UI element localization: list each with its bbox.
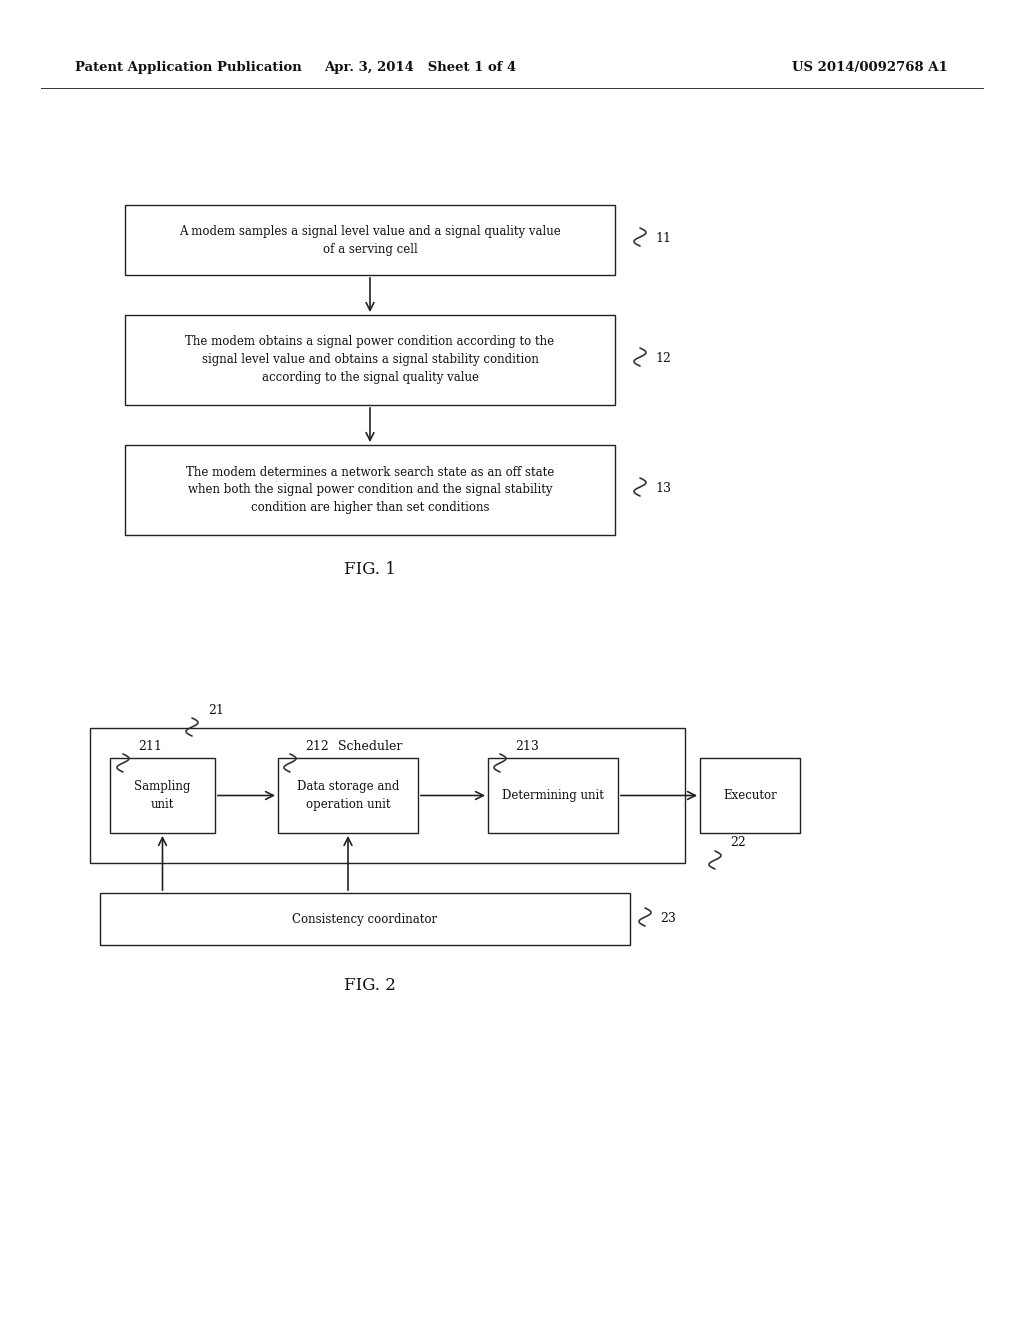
Text: 21: 21 (208, 704, 224, 717)
Text: Sampling
unit: Sampling unit (134, 780, 190, 810)
Text: 211: 211 (138, 739, 162, 752)
Text: The modem obtains a signal power condition according to the
signal level value a: The modem obtains a signal power conditi… (185, 335, 555, 384)
Text: US 2014/0092768 A1: US 2014/0092768 A1 (793, 62, 948, 74)
Text: 213: 213 (515, 739, 539, 752)
Bar (278, 758, 418, 833)
Bar (700, 758, 800, 833)
Text: Patent Application Publication: Patent Application Publication (75, 62, 302, 74)
Bar (125, 205, 615, 275)
Text: Determining unit: Determining unit (502, 789, 604, 803)
Text: 13: 13 (655, 482, 671, 495)
Text: 212: 212 (305, 739, 329, 752)
Bar (100, 894, 630, 945)
Text: Scheduler: Scheduler (338, 741, 402, 752)
Text: 12: 12 (655, 351, 671, 364)
Text: FIG. 2: FIG. 2 (344, 977, 396, 994)
Bar (125, 315, 615, 405)
Text: A modem samples a signal level value and a signal quality value
of a serving cel: A modem samples a signal level value and… (179, 224, 561, 256)
Text: 11: 11 (655, 231, 671, 244)
Bar (125, 445, 615, 535)
Bar (488, 758, 618, 833)
Text: The modem determines a network search state as an off state
when both the signal: The modem determines a network search st… (186, 466, 554, 515)
Text: Consistency coordinator: Consistency coordinator (293, 912, 437, 925)
Text: 22: 22 (730, 837, 745, 850)
Text: FIG. 1: FIG. 1 (344, 561, 396, 578)
Text: Apr. 3, 2014   Sheet 1 of 4: Apr. 3, 2014 Sheet 1 of 4 (324, 62, 516, 74)
Text: Executor: Executor (723, 789, 777, 803)
Text: Data storage and
operation unit: Data storage and operation unit (297, 780, 399, 810)
Bar (90, 729, 685, 863)
Bar (110, 758, 215, 833)
Text: 23: 23 (660, 912, 676, 924)
